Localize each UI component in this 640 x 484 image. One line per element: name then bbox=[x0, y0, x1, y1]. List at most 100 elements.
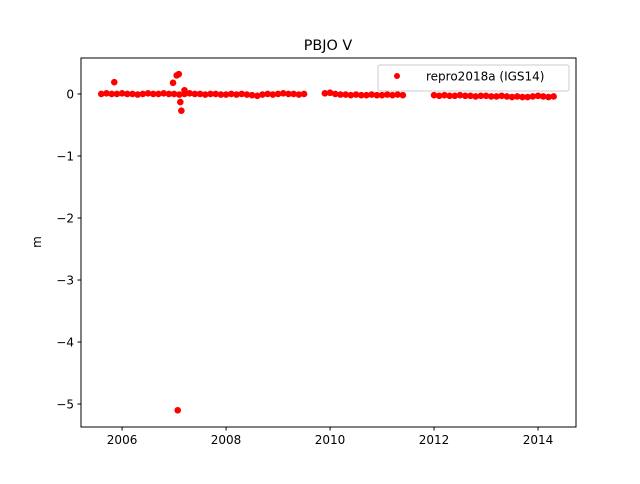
data-point bbox=[253, 92, 261, 100]
data-point bbox=[155, 90, 162, 98]
data-point bbox=[493, 93, 500, 100]
data-point bbox=[539, 93, 547, 100]
data-point bbox=[212, 90, 219, 98]
data-point bbox=[174, 406, 182, 414]
data-point bbox=[337, 91, 344, 98]
data-point bbox=[508, 93, 516, 101]
data-point bbox=[498, 92, 505, 100]
data-point bbox=[435, 92, 443, 100]
x-tick-label: 2008 bbox=[211, 433, 242, 447]
x-tick-label: 2006 bbox=[107, 433, 138, 447]
data-point bbox=[191, 90, 199, 98]
data-point bbox=[129, 90, 136, 98]
data-point bbox=[519, 93, 526, 101]
data-point bbox=[169, 79, 177, 87]
data-point bbox=[144, 90, 152, 97]
x-tick-label: 2012 bbox=[419, 433, 450, 447]
data-point bbox=[467, 92, 474, 100]
y-tick-label: −5 bbox=[56, 398, 74, 412]
data-point bbox=[383, 91, 391, 98]
data-point bbox=[534, 92, 542, 100]
data-point bbox=[170, 90, 178, 98]
data-point bbox=[357, 91, 365, 99]
data-point bbox=[110, 78, 118, 86]
data-point bbox=[446, 92, 453, 100]
data-point bbox=[399, 91, 407, 99]
data-point bbox=[529, 93, 537, 100]
data-point bbox=[149, 90, 157, 98]
data-point bbox=[285, 90, 292, 98]
data-point bbox=[347, 91, 355, 99]
data-point bbox=[503, 93, 511, 100]
data-point bbox=[243, 91, 251, 98]
y-tick-label: −2 bbox=[56, 212, 74, 226]
data-point bbox=[217, 91, 225, 98]
data-point bbox=[269, 91, 277, 98]
data-point bbox=[97, 90, 105, 98]
data-point bbox=[178, 107, 185, 115]
y-axis: 0 −1 −2 −3 −4 −5 bbox=[56, 87, 81, 412]
data-point bbox=[368, 91, 375, 98]
data-point bbox=[550, 93, 557, 100]
data-point bbox=[373, 91, 381, 99]
data-point bbox=[207, 90, 214, 98]
chart-title: PBJO V bbox=[304, 38, 353, 54]
y-axis-label: m bbox=[30, 236, 44, 248]
data-point bbox=[461, 92, 469, 100]
data-point bbox=[513, 93, 521, 100]
data-point bbox=[181, 86, 188, 94]
data-point bbox=[123, 90, 131, 98]
data-point bbox=[394, 91, 401, 98]
data-point bbox=[321, 90, 329, 97]
data-point bbox=[264, 90, 271, 98]
data-point bbox=[108, 90, 115, 98]
data-point bbox=[274, 90, 282, 98]
x-tick-label: 2014 bbox=[523, 433, 554, 447]
data-point bbox=[118, 90, 126, 97]
data-point bbox=[139, 90, 147, 98]
data-point bbox=[456, 91, 464, 99]
data-point bbox=[103, 90, 110, 97]
data-point bbox=[196, 90, 204, 98]
data-point bbox=[177, 98, 184, 106]
data-point bbox=[524, 93, 531, 101]
data-point bbox=[259, 91, 266, 98]
data-point bbox=[227, 90, 235, 98]
x-axis: 2006 2008 2010 2012 2014 bbox=[107, 427, 554, 447]
data-point bbox=[389, 91, 396, 99]
data-point bbox=[290, 90, 297, 98]
data-point bbox=[160, 90, 167, 97]
data-point bbox=[175, 70, 183, 78]
legend-label: repro2018a (IGS14) bbox=[426, 70, 544, 84]
data-point bbox=[165, 90, 173, 98]
legend-marker bbox=[394, 73, 400, 79]
data-points bbox=[97, 70, 557, 414]
data-point bbox=[300, 90, 308, 98]
plot-frame bbox=[80, 57, 577, 428]
data-point bbox=[113, 90, 121, 98]
data-point bbox=[441, 91, 448, 99]
data-point bbox=[487, 93, 495, 100]
data-point bbox=[378, 91, 386, 99]
y-tick-label: −1 bbox=[56, 149, 74, 163]
data-point bbox=[482, 92, 490, 100]
x-tick-label: 2010 bbox=[315, 433, 346, 447]
data-point bbox=[326, 89, 334, 97]
data-point bbox=[352, 91, 360, 98]
data-point bbox=[186, 90, 193, 97]
data-point bbox=[175, 91, 183, 98]
legend: repro2018a (IGS14) bbox=[377, 64, 570, 92]
y-tick-label: 0 bbox=[66, 87, 74, 101]
data-point bbox=[472, 93, 479, 100]
data-point bbox=[279, 90, 287, 97]
legend-frame bbox=[377, 64, 570, 92]
data-point bbox=[238, 90, 245, 98]
data-point bbox=[363, 91, 370, 99]
data-point bbox=[222, 91, 230, 98]
data-point bbox=[342, 91, 349, 98]
data-point bbox=[545, 93, 552, 101]
data-point bbox=[248, 91, 256, 99]
y-tick-label: −4 bbox=[56, 336, 74, 350]
data-point bbox=[233, 91, 240, 98]
